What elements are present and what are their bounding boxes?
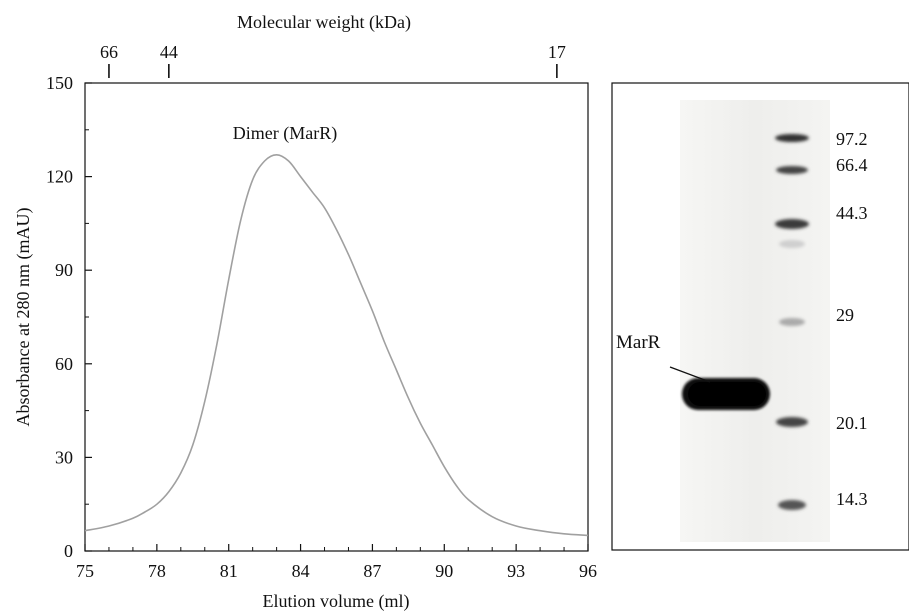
sample-label-pointer	[669, 366, 711, 383]
marker-label-44: 44.3	[836, 203, 868, 223]
top-tick-label: 44	[160, 42, 178, 62]
sample-lane-label: MarR	[616, 332, 661, 353]
chromatogram: 75 78 81 84 87 90 93 96 0 30 60 90 120 150 66 44 17 El…	[13, 12, 597, 611]
y-tick-label: 0	[64, 541, 73, 561]
y-tick-label: 30	[55, 447, 73, 467]
gel-lanes	[680, 100, 830, 542]
marker-ghost	[779, 240, 805, 248]
marker-band-20	[776, 417, 808, 427]
marker-band-29	[779, 318, 805, 326]
marker-band-44	[775, 219, 809, 229]
top-axis-label: Molecular weight (kDa)	[237, 12, 411, 33]
y-axis-ticks: 0 30 60 90 120 150	[46, 73, 92, 561]
x-tick-label: 75	[76, 561, 94, 581]
peak-annotation: Dimer (MarR)	[233, 123, 337, 144]
sample-band	[682, 378, 770, 410]
marker-label-20: 20.1	[836, 413, 868, 433]
top-tick-label: 17	[548, 42, 566, 62]
top-tick-label: 66	[100, 42, 118, 62]
marker-band-66	[776, 166, 808, 174]
y-tick-label: 120	[46, 167, 73, 187]
marker-label-29: 29	[836, 305, 854, 325]
x-axis-ticks: 75 78 81 84 87 90 93 96	[76, 544, 597, 581]
gel-panel: MarR 97.2 66.4 44.3 29 20.1 14.3	[611, 82, 909, 551]
marker-band-14	[778, 500, 806, 510]
x-tick-label: 96	[579, 561, 597, 581]
marker-label-66: 66.4	[836, 155, 868, 175]
y-tick-label: 60	[55, 354, 73, 374]
marker-band-97	[775, 134, 809, 142]
top-axis-ticks: 66 44 17	[100, 42, 566, 78]
x-tick-label: 87	[363, 561, 381, 581]
plot-frame	[84, 82, 589, 552]
x-tick-label: 78	[148, 561, 166, 581]
marker-label-97: 97.2	[836, 129, 868, 149]
x-axis-label: Elution volume (ml)	[263, 591, 410, 611]
y-axis-label: Absorbance at 280 nm (mAU)	[13, 208, 34, 427]
y-tick-label: 150	[46, 73, 73, 93]
y-tick-label: 90	[55, 260, 73, 280]
x-tick-label: 84	[292, 561, 310, 581]
marker-label-14: 14.3	[836, 489, 868, 509]
x-tick-label: 90	[435, 561, 453, 581]
x-tick-label: 93	[507, 561, 525, 581]
absorbance-curve	[84, 154, 589, 537]
x-tick-label: 81	[220, 561, 238, 581]
